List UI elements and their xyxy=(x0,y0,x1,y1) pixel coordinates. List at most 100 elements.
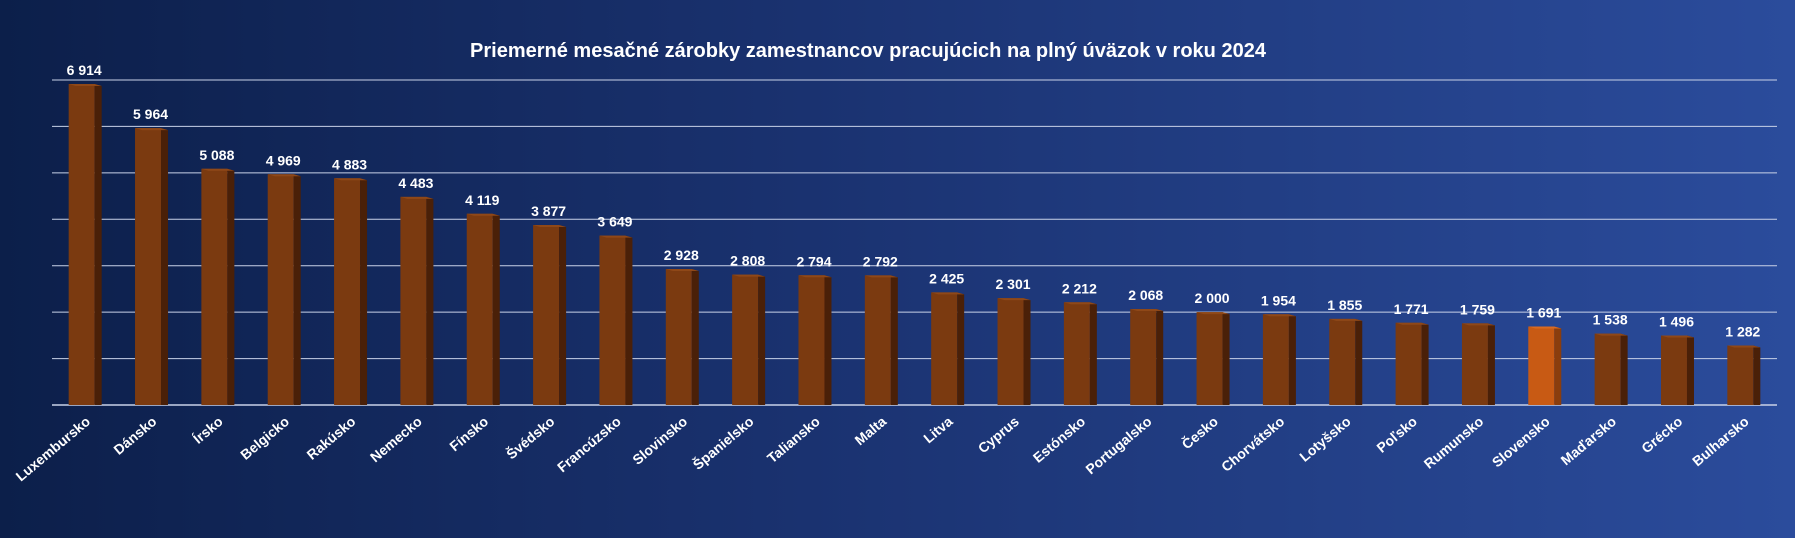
bar-top xyxy=(1063,302,1097,305)
bar xyxy=(1727,345,1761,405)
bar xyxy=(997,298,1031,405)
bar xyxy=(1528,326,1562,405)
bar xyxy=(201,168,235,405)
value-label: 4 483 xyxy=(398,175,433,191)
bar xyxy=(400,196,434,405)
bar-side xyxy=(293,174,301,405)
value-label: 2 068 xyxy=(1128,287,1163,303)
bar-side xyxy=(890,275,898,405)
bar-side xyxy=(691,269,699,405)
value-label: 3 649 xyxy=(597,214,632,230)
category-label: Grécko xyxy=(1638,413,1685,456)
category-label: Slovensko xyxy=(1489,413,1553,470)
bar-front xyxy=(798,275,825,405)
bar-top xyxy=(1594,333,1628,336)
bar-front xyxy=(1461,323,1488,405)
category-label: Švédsko xyxy=(502,412,557,462)
category-label: Maďarsko xyxy=(1558,413,1620,468)
bar-top xyxy=(1130,308,1164,311)
bar xyxy=(1594,333,1628,405)
value-label: 2 794 xyxy=(796,253,831,269)
bar-front xyxy=(931,292,958,405)
bar-front xyxy=(1727,345,1754,405)
bar-front xyxy=(1528,326,1555,405)
value-label: 4 883 xyxy=(332,156,367,172)
gridlines xyxy=(52,79,1777,406)
value-label: 1 691 xyxy=(1526,304,1561,320)
category-label: Rakúsko xyxy=(303,413,358,463)
bar-top xyxy=(400,196,434,199)
bar-front xyxy=(400,196,427,405)
bar-front xyxy=(533,224,560,405)
category-label: Poľsko xyxy=(1373,413,1420,456)
bar-side xyxy=(957,292,965,405)
category-label: Španielsko xyxy=(689,412,757,473)
category-label: Rumunsko xyxy=(1421,413,1487,472)
bar-side xyxy=(758,274,766,405)
category-label: Írsko xyxy=(190,413,226,447)
value-label: 2 301 xyxy=(995,276,1030,292)
bar-top xyxy=(267,174,301,177)
bar xyxy=(732,274,766,405)
category-label: Estónsko xyxy=(1030,413,1089,466)
category-label: Lotyšsko xyxy=(1296,413,1353,465)
bar-front xyxy=(1660,335,1687,405)
bar-side xyxy=(1620,333,1628,405)
value-label: 2 808 xyxy=(730,253,765,269)
value-label: 1 759 xyxy=(1460,301,1495,317)
bar-top xyxy=(1196,312,1230,315)
value-label: 3 877 xyxy=(531,203,566,219)
bar xyxy=(1329,318,1363,405)
value-label: 1 538 xyxy=(1593,312,1628,328)
bar-top xyxy=(599,235,633,238)
bar-top xyxy=(1660,335,1694,338)
bar-front xyxy=(1594,333,1621,405)
bar xyxy=(864,275,898,405)
bar-front xyxy=(267,174,294,405)
bar-top xyxy=(997,298,1031,301)
bar-top xyxy=(533,224,567,227)
bar xyxy=(1660,335,1694,405)
bar-side xyxy=(559,224,567,405)
bar-top xyxy=(466,213,500,216)
bar-side xyxy=(1554,326,1562,405)
value-label: 1 954 xyxy=(1261,292,1296,308)
bar xyxy=(1063,302,1097,405)
value-label: 2 928 xyxy=(664,247,699,263)
bar-side xyxy=(426,196,434,405)
bar xyxy=(1130,308,1164,405)
bar xyxy=(1461,323,1495,405)
bar-front xyxy=(599,235,626,405)
bar-side xyxy=(1487,323,1495,405)
bar-side xyxy=(492,213,500,405)
bar-top xyxy=(68,83,102,86)
bar-side xyxy=(227,168,235,405)
bar-front xyxy=(997,298,1024,405)
category-label: Bulharsko xyxy=(1689,413,1752,469)
value-label: 5 964 xyxy=(133,106,168,122)
value-label: 2 792 xyxy=(863,253,898,269)
bar-side xyxy=(1421,322,1429,405)
bar xyxy=(1196,312,1230,405)
value-label: 5 088 xyxy=(199,147,234,163)
category-label: Portugalsko xyxy=(1082,413,1154,477)
category-label: Dánsko xyxy=(110,413,159,458)
category-label: Taliansko xyxy=(764,413,823,466)
bar-front xyxy=(864,275,891,405)
bar-top xyxy=(1395,322,1429,325)
bar-front xyxy=(466,213,493,405)
category-label: Fínsko xyxy=(446,413,491,454)
bar-front xyxy=(1130,308,1157,405)
value-label: 1 855 xyxy=(1327,297,1362,313)
category-label: Slovinsko xyxy=(629,413,690,468)
category-label: Litva xyxy=(920,413,955,446)
bar-front xyxy=(334,178,361,405)
bar-top xyxy=(665,269,699,272)
value-label: 1 282 xyxy=(1725,323,1760,339)
bar-side xyxy=(1222,312,1230,405)
bar xyxy=(334,178,368,405)
bar-top xyxy=(201,168,235,171)
bars xyxy=(68,83,1761,405)
bar-top xyxy=(1329,318,1363,321)
